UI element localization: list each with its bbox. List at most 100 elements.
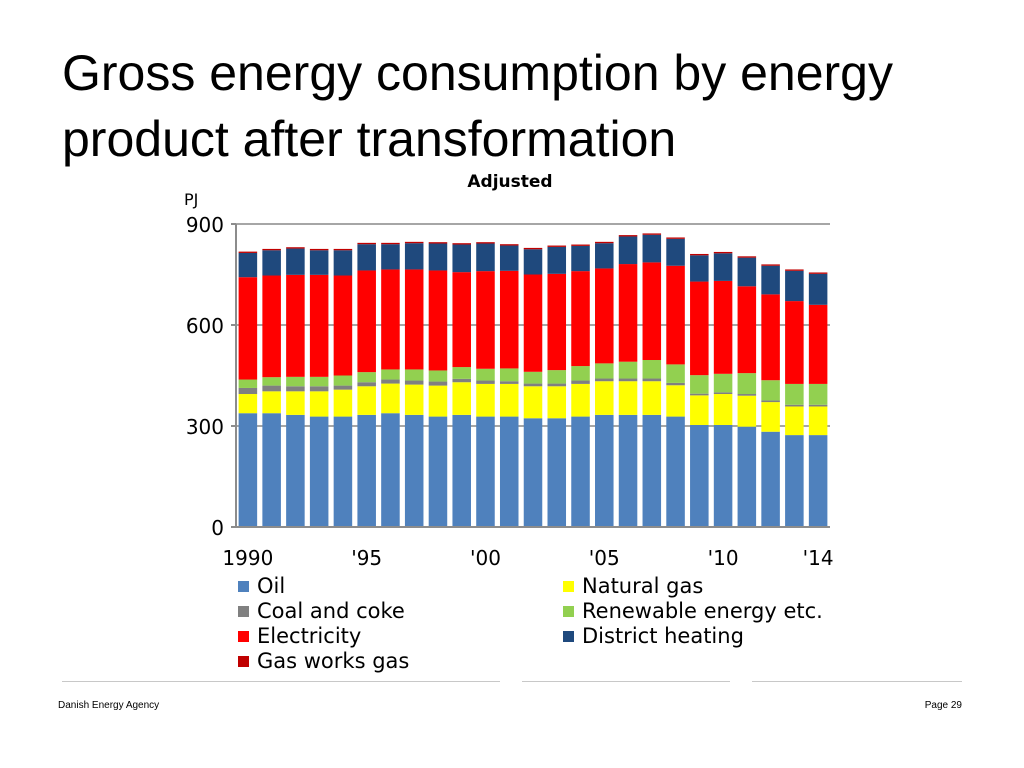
legend-item-electricity: Electricity [238,623,361,649]
legend-swatch-district-heating [563,630,574,642]
bar-electricity-1994 [333,275,353,376]
bar-gas-works-gas-2009 [690,253,709,256]
bar-gas-works-gas-2001 [499,244,519,246]
bar-gas-works-gas-1999 [452,243,471,245]
bar-renewable-energy-etc-2005 [595,363,614,379]
bar-natural-gas-2008 [666,385,685,417]
bar-renewable-energy-etc-1995 [357,372,376,383]
x-tick-label-2010: '10 [708,546,739,570]
bar-oil-2004 [571,416,590,527]
bar-electricity-2007 [642,262,662,361]
bar-coal-and-coke-1992 [286,386,305,392]
bar-coal-and-coke-1991 [262,385,281,392]
bar-gas-works-gas-1991 [262,248,281,251]
x-tick-label-2000: '00 [470,546,501,570]
bar-gas-works-gas-2002 [523,247,543,250]
bar-coal-and-coke-1994 [333,385,353,390]
bar-electricity-1997 [404,269,424,370]
bar-oil-2010 [713,424,733,527]
bar-natural-gas-1997 [404,384,424,415]
bar-natural-gas-2000 [476,383,495,417]
bar-district-heating-2003 [547,246,567,274]
bar-oil-2009 [690,424,709,527]
bar-oil-2003 [547,418,567,527]
bar-electricity-2005 [595,268,614,364]
bar-oil-1992 [286,414,305,527]
bar-natural-gas-1992 [286,391,305,415]
bar-renewable-energy-etc-2010 [713,373,733,393]
bar-natural-gas-2011 [737,395,757,427]
bar-renewable-energy-etc-2004 [571,366,590,381]
bar-oil-1991 [262,413,281,527]
bar-natural-gas-2010 [713,394,733,425]
bar-renewable-energy-etc-2012 [761,380,780,401]
bar-coal-and-coke-2000 [476,380,495,384]
footer-page-number: Page 29 [924,700,962,711]
bar-oil-1993 [309,416,329,527]
bar-coal-and-coke-2001 [499,381,519,384]
footer-organization: Danish Energy Agency [58,700,160,711]
bar-gas-works-gas-2011 [737,256,757,258]
x-tick-label-2005: '05 [589,546,620,570]
bar-gas-works-gas-1996 [381,242,400,245]
bar-natural-gas-1995 [357,386,376,415]
bar-electricity-1991 [262,275,281,378]
bar-natural-gas-2003 [547,386,567,419]
bar-oil-1996 [381,413,400,527]
chart-legend: Oil Natural gas Coal and coke Renewable … [238,573,878,673]
bar-gas-works-gas-1994 [333,248,353,251]
bar-coal-and-coke-1996 [381,379,400,384]
bar-renewable-energy-etc-2000 [476,368,495,381]
bar-oil-2012 [761,431,780,527]
bar-gas-works-gas-2000 [476,242,495,244]
bar-gas-works-gas-1992 [286,247,305,249]
bar-electricity-2008 [666,265,685,365]
x-tick-label-1995: '95 [351,546,382,570]
bar-renewable-energy-etc-1991 [262,377,281,386]
bar-oil-2002 [523,418,543,527]
bar-coal-and-coke-2006 [618,378,638,382]
y-tick-label-0: 0 [211,516,224,540]
bar-district-heating-2012 [761,265,780,295]
bar-gas-works-gas-1998 [428,242,448,244]
bar-electricity-1996 [381,269,400,370]
footer-divider-3 [752,681,962,682]
bar-electricity-1990 [238,277,258,380]
bar-coal-and-coke-2014 [808,404,828,407]
bar-natural-gas-2009 [690,395,709,425]
bar-natural-gas-2007 [642,381,662,415]
bar-electricity-1999 [452,272,471,368]
bar-electricity-1993 [309,274,329,377]
bar-district-heating-1998 [428,243,448,271]
bar-electricity-1995 [357,270,376,373]
bar-natural-gas-1993 [309,391,329,417]
bar-renewable-energy-etc-2003 [547,370,567,384]
bar-district-heating-1992 [286,248,305,275]
bar-natural-gas-1998 [428,385,448,417]
bar-gas-works-gas-2010 [713,251,733,254]
bar-coal-and-coke-2012 [761,400,780,403]
bar-natural-gas-2012 [761,402,780,432]
bar-gas-works-gas-2005 [595,241,614,244]
bar-oil-2014 [808,435,828,527]
bar-natural-gas-1994 [333,389,353,417]
bar-electricity-2000 [476,271,495,369]
bar-coal-and-coke-2013 [785,404,804,407]
footer-divider-1 [62,681,500,682]
y-tick-label-600: 600 [186,314,224,338]
bar-gas-works-gas-2006 [618,235,638,237]
y-tick-label-300: 300 [186,415,224,439]
bar-renewable-energy-etc-1996 [381,369,400,380]
x-tick-label-1990: 1990 [222,546,273,570]
bar-district-heating-2002 [523,249,543,275]
bar-gas-works-gas-2013 [785,269,804,271]
bar-oil-1994 [333,416,353,527]
bar-natural-gas-2013 [785,406,804,436]
bar-gas-works-gas-1993 [309,248,329,251]
footer-divider-2 [522,681,730,682]
bar-electricity-2014 [808,304,828,384]
bar-coal-and-coke-2011 [737,394,757,396]
bar-coal-and-coke-2005 [595,378,614,382]
bar-district-heating-1990 [238,252,258,278]
bar-electricity-1998 [428,270,448,371]
